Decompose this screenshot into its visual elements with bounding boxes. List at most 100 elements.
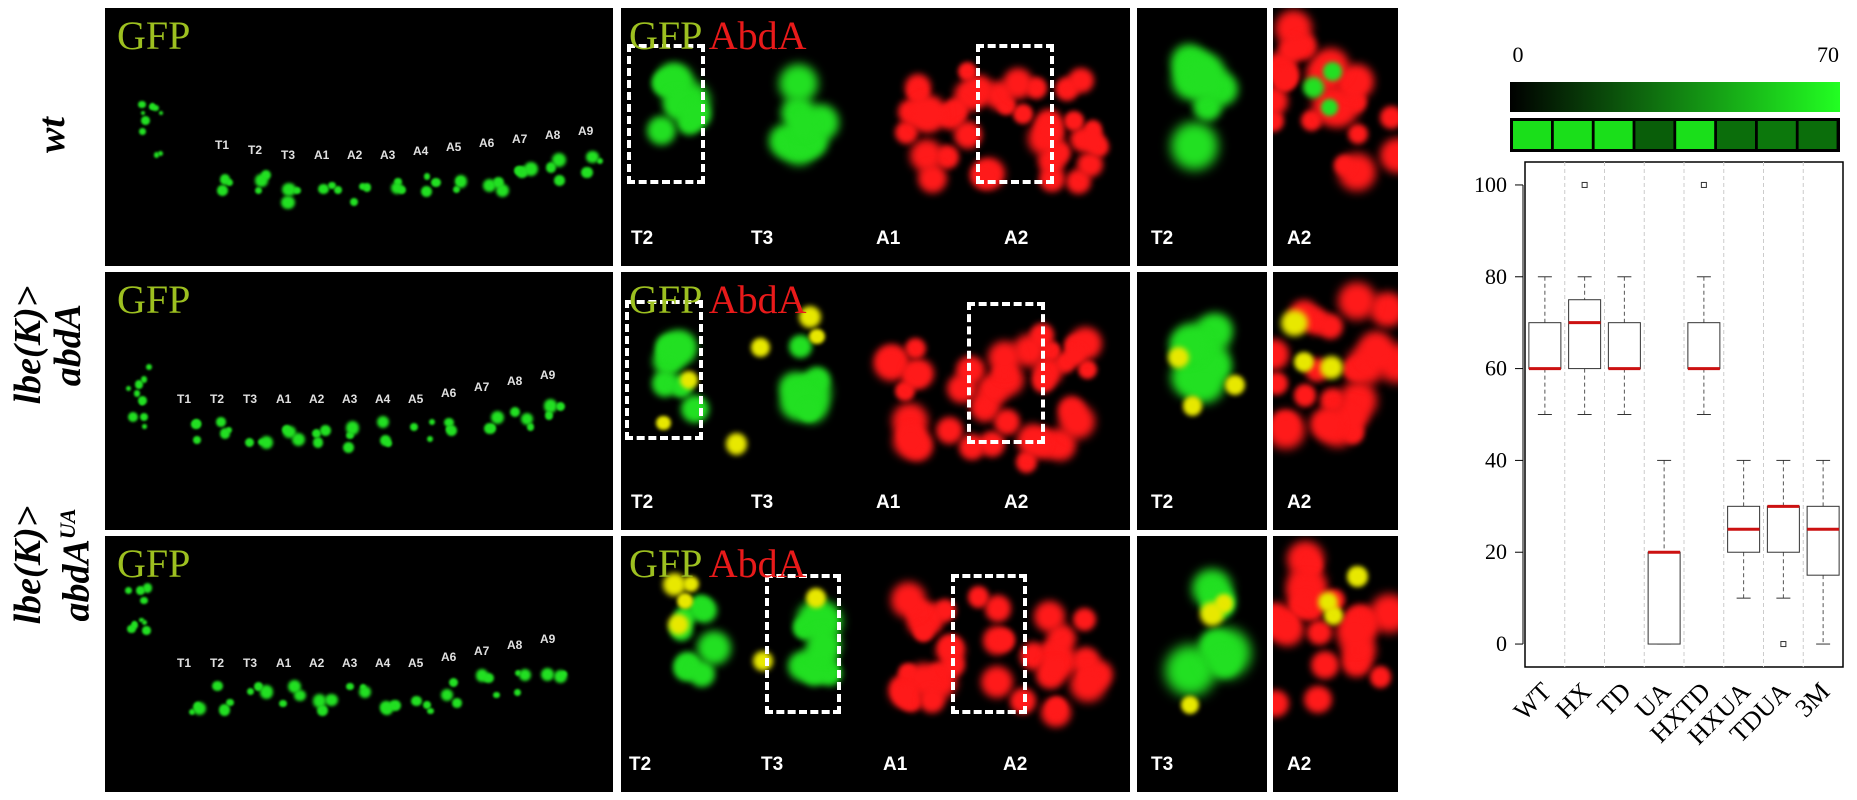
overlap-cell bbox=[1347, 566, 1368, 587]
segment-label: A7 bbox=[474, 644, 490, 658]
abda-cell bbox=[1068, 67, 1094, 94]
segment-label: T3 bbox=[243, 392, 258, 406]
gfp-channel-label: GFP bbox=[629, 13, 701, 58]
abda-cell bbox=[944, 98, 969, 123]
abda-cell bbox=[938, 634, 962, 658]
segment-label: A3 bbox=[342, 656, 358, 670]
gfp-cell bbox=[312, 437, 324, 448]
gfp-cell bbox=[1211, 648, 1240, 677]
gfp-cell bbox=[444, 417, 455, 428]
segment-label: A9 bbox=[540, 368, 556, 382]
gfp-cell bbox=[379, 701, 392, 713]
outlier-point bbox=[1780, 641, 1787, 648]
colorbar-min-label: 0 bbox=[1513, 42, 1524, 67]
panel-title: GFP bbox=[117, 12, 190, 59]
abda-cell bbox=[1077, 151, 1103, 177]
overlap-cell bbox=[1323, 62, 1343, 81]
gfp-cell bbox=[445, 425, 452, 432]
abda-cell bbox=[993, 408, 1020, 435]
segment-label: A2 bbox=[347, 148, 363, 162]
gfp-cell bbox=[543, 399, 558, 413]
segment-label: T3 bbox=[281, 148, 296, 162]
dashed-region-box bbox=[627, 44, 705, 184]
segment-label: T2 bbox=[248, 143, 263, 157]
gfp-cell bbox=[291, 433, 305, 447]
segment-label: A8 bbox=[507, 638, 523, 652]
zoom-segment-label: A2 bbox=[1004, 492, 1029, 513]
colorbar-gradient bbox=[1510, 82, 1840, 112]
overlap-cell bbox=[662, 572, 686, 596]
box-HX bbox=[1568, 299, 1602, 370]
gfp-cell bbox=[1170, 122, 1219, 170]
segment-label: A5 bbox=[446, 140, 462, 154]
gfp-cell bbox=[475, 669, 489, 682]
gfp-cell bbox=[141, 110, 146, 115]
gfp-cell bbox=[586, 151, 599, 164]
abda-cell bbox=[1348, 123, 1369, 145]
heat-cell bbox=[1757, 121, 1796, 149]
gfp-cell bbox=[516, 166, 528, 178]
abda-cell bbox=[987, 341, 1021, 375]
gfp-cell bbox=[488, 425, 496, 432]
overlap-cell bbox=[1199, 601, 1224, 626]
overlap-cell bbox=[668, 614, 690, 636]
dashed-region-box bbox=[951, 574, 1027, 714]
gfp-cell bbox=[697, 630, 732, 665]
micrograph-panel-r3-c4: A2 bbox=[1273, 536, 1398, 792]
gfp-cell bbox=[524, 162, 539, 176]
gfp-cell bbox=[192, 419, 202, 429]
abda-cell bbox=[1369, 666, 1392, 688]
abda-cell bbox=[1081, 129, 1106, 154]
abda-cell bbox=[874, 346, 910, 382]
abda-cell bbox=[911, 96, 947, 131]
heat-cell bbox=[1513, 121, 1551, 149]
gfp-cell bbox=[778, 63, 819, 103]
gfp-cell bbox=[127, 624, 136, 633]
row-label-wt: wt bbox=[30, 95, 73, 175]
abda-cell bbox=[1379, 137, 1398, 173]
overlap-cell bbox=[806, 588, 826, 608]
gfp-cell bbox=[226, 179, 234, 187]
micrograph-panel-r2-c3: T2 bbox=[1137, 272, 1267, 530]
abda-cell bbox=[980, 666, 1014, 699]
box-TD bbox=[1607, 322, 1641, 370]
segment-label: A7 bbox=[512, 132, 528, 146]
row-label-abda-ua-line2: abdAUA bbox=[55, 508, 98, 622]
y-tick-label: 100 bbox=[1474, 172, 1507, 197]
gfp-cell bbox=[127, 411, 138, 422]
gfp-cell bbox=[544, 411, 554, 420]
heat-cell bbox=[1717, 121, 1755, 149]
abda-cell bbox=[1273, 690, 1289, 718]
closeup-segment-label: A2 bbox=[1287, 228, 1312, 249]
segment-label: T1 bbox=[215, 138, 230, 152]
gfp-cell bbox=[281, 195, 295, 210]
gfp-cell bbox=[189, 708, 196, 715]
segment-label: A2 bbox=[309, 392, 325, 406]
dashed-region-box bbox=[625, 300, 703, 440]
micrograph-panel-r3-c1: T1 T2 T3 A1 A2 A3 A4 A5 A6 A7 A8 A9 GFP bbox=[105, 536, 613, 792]
heat-cell bbox=[1798, 121, 1837, 149]
gfp-cell bbox=[691, 598, 718, 624]
gfp-cell bbox=[328, 181, 336, 189]
gfp-cell bbox=[362, 182, 372, 192]
gfp-cell bbox=[133, 390, 140, 397]
gfp-cell bbox=[411, 695, 422, 707]
row-label-abda-ua: lbe(K)> abdAUA bbox=[7, 480, 98, 650]
abda-cell bbox=[1276, 66, 1299, 89]
gfp-cell bbox=[448, 677, 459, 687]
abda-cell bbox=[1300, 555, 1323, 577]
gfp-cell bbox=[789, 335, 812, 358]
row-label-abda-line1: lbe(K)> bbox=[7, 285, 49, 405]
gfp-cell bbox=[393, 177, 402, 186]
gfp-cell bbox=[515, 670, 522, 677]
abda-cell bbox=[1046, 696, 1067, 717]
segment-label: T2 bbox=[210, 656, 225, 670]
gfp-cell bbox=[683, 100, 712, 130]
micrograph-panel-r1-c2: T2 T3 A1 A2 GFP AbdA bbox=[621, 8, 1130, 266]
gfp-cell bbox=[139, 412, 148, 422]
gfp-cell bbox=[345, 431, 354, 440]
gfp-cell bbox=[216, 417, 226, 427]
segment-label: A5 bbox=[408, 656, 424, 670]
gfp-cell bbox=[423, 173, 431, 180]
abda-cell bbox=[913, 622, 933, 642]
